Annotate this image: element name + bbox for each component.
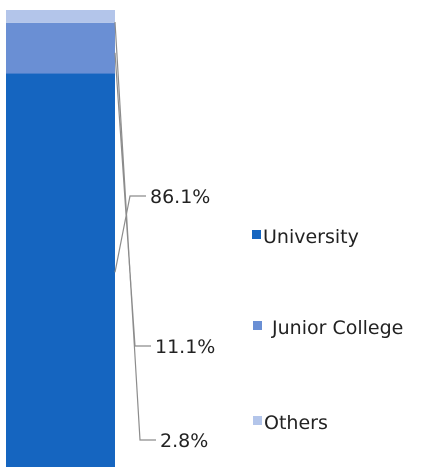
legend-label-junior-college: Junior College bbox=[271, 317, 403, 339]
legend-label-others: Others bbox=[264, 412, 328, 434]
data-label-others: 2.8% bbox=[160, 430, 208, 452]
leader-line-junior-college bbox=[114, 52, 151, 347]
bar-segment-junior-college bbox=[6, 22, 115, 74]
data-labels: 86.1% 11.1% 2.8% bbox=[150, 186, 215, 452]
bar-segments bbox=[6, 10, 115, 467]
bar-segment-university bbox=[6, 73, 115, 467]
legend-label-university: University bbox=[263, 226, 359, 248]
bar-segment-others bbox=[6, 10, 115, 23]
leader-line-university bbox=[114, 195, 146, 273]
leader-lines bbox=[114, 21, 156, 441]
legend: University Junior College Others bbox=[252, 226, 403, 434]
legend-swatch-others bbox=[253, 416, 262, 425]
legend-swatch-junior-college bbox=[253, 321, 262, 330]
data-label-university: 86.1% bbox=[150, 186, 210, 208]
legend-swatch-university bbox=[252, 230, 261, 239]
data-label-junior-college: 11.1% bbox=[155, 336, 215, 358]
leader-line-others bbox=[114, 21, 156, 441]
